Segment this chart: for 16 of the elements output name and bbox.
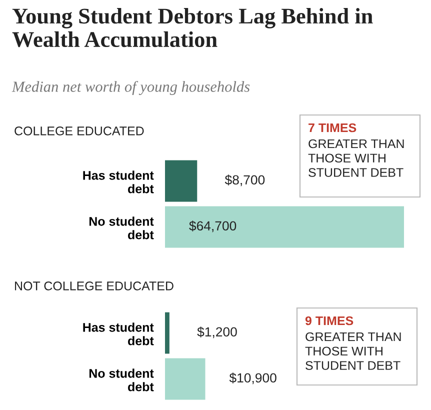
text: 7 TIMES <box>308 123 356 132</box>
data-label: $8,700 <box>224 174 265 186</box>
chart-title: Young Student Debtors Lag Behind in Wealth Accumulation <box>12 8 373 48</box>
y-tick-label: No student debt <box>89 216 154 240</box>
annotation: GREATER THAN THOSE WITH STUDENT DEBT <box>308 139 404 177</box>
chart-subtitle: Median net worth of young households <box>12 80 250 96</box>
y-tick-label: No student debt <box>89 368 154 392</box>
text: GREATER THAN THOSE WITH STUDENT DEBT <box>305 332 401 370</box>
text: COLLEGE EDUCATED <box>14 126 144 136</box>
text: 9 TIMES <box>305 316 354 326</box>
data-label: $1,200 <box>197 326 237 338</box>
text: NOT COLLEGE EDUCATED <box>15 282 174 290</box>
data-label: $64,700 <box>189 220 236 232</box>
y-tick-label: Has student debt <box>83 322 154 346</box>
y-tick-label: Has student debt <box>83 170 154 194</box>
data-label: $10,900 <box>229 372 276 384</box>
